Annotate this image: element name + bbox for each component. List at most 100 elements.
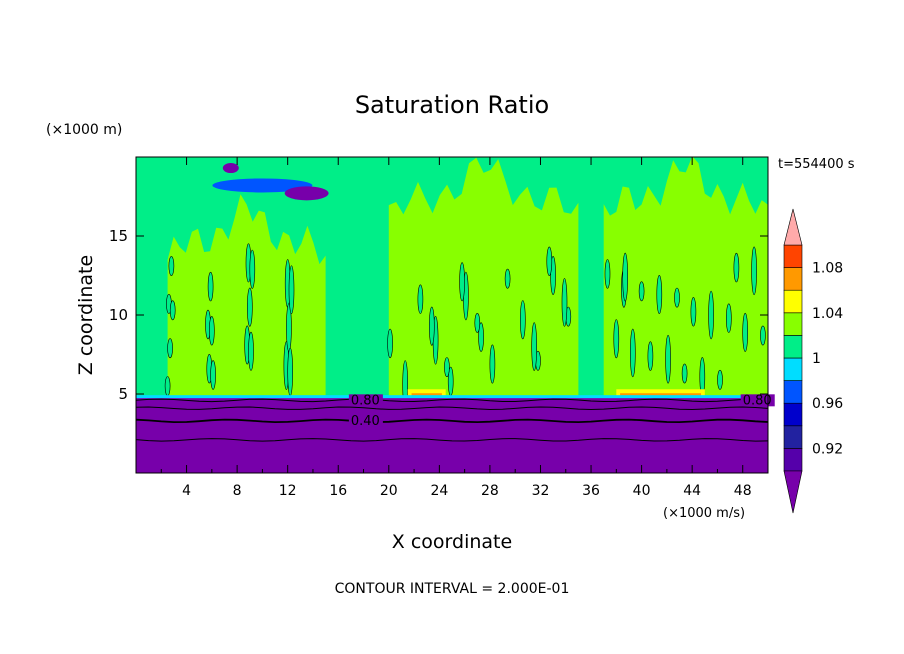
colorbar-tick-label: 0.96	[812, 396, 843, 412]
colorbar-tick-label: 1.04	[812, 306, 843, 322]
x-tick-label: 48	[734, 483, 752, 499]
x-tick-label: 32	[532, 483, 550, 499]
colorbar-over-arrow	[783, 208, 803, 246]
contour-label-bg	[348, 414, 383, 427]
field-streak	[207, 271, 214, 302]
field-streak	[249, 249, 256, 289]
field-streak	[489, 344, 496, 384]
warm-patch	[616, 389, 705, 396]
field-streak	[656, 274, 663, 314]
colorbar-under-arrow	[783, 470, 803, 514]
warm-patch-core	[620, 393, 702, 396]
colorbar-swatch	[783, 357, 803, 381]
field-streak	[613, 319, 620, 359]
time-label: t=554400 s	[778, 157, 855, 172]
contour-label-bg	[348, 394, 383, 407]
contour-line	[136, 406, 768, 411]
field-streak	[519, 300, 526, 340]
dry-patch-core	[284, 186, 329, 201]
contour-label: 0.80	[351, 393, 380, 408]
colorbar-swatch	[783, 448, 803, 472]
field-streak	[690, 297, 697, 327]
x-tick-label: 44	[683, 483, 701, 499]
field-streak	[167, 338, 173, 359]
colorbar-swatch	[783, 267, 803, 291]
colorbar-swatch	[783, 425, 803, 449]
x-tick-label: 28	[481, 483, 499, 499]
field-streak	[546, 246, 553, 276]
contour-line	[136, 418, 768, 424]
field-streak	[674, 287, 680, 308]
field-streak	[287, 347, 294, 397]
field-streak	[725, 303, 732, 333]
field-streak	[428, 306, 435, 346]
field-streak	[417, 284, 424, 314]
x-tick-label: 20	[380, 483, 398, 499]
field-streak	[387, 328, 393, 359]
field-streak	[622, 252, 629, 302]
field-streak	[168, 256, 175, 276]
field-streak	[504, 268, 511, 289]
y-unit-label: (×1000 m)	[46, 122, 122, 138]
contour-interval-footer: CONTOUR INTERVAL = 2.000E-01	[335, 581, 570, 597]
y-tick-label: 5	[118, 385, 128, 403]
colorbar-swatch	[783, 335, 803, 359]
field-streak	[751, 246, 757, 296]
field-streak	[742, 312, 749, 352]
contour-label: 0.80	[743, 393, 772, 408]
colorbar: 0.92 0.96 1 1.04 1.08	[783, 208, 843, 514]
field-streak	[444, 357, 450, 378]
field-streak	[604, 259, 611, 289]
field-layers	[136, 157, 768, 473]
contour-label-bg	[740, 394, 775, 407]
x-tick-label: 4	[182, 483, 191, 499]
field-streak	[665, 334, 671, 384]
field-streak	[681, 363, 688, 384]
warm-patch	[407, 389, 446, 396]
chart-title: Saturation Ratio	[355, 91, 549, 119]
field-streak	[209, 316, 215, 346]
field-streak	[248, 331, 254, 371]
field-streak	[288, 265, 295, 315]
colorbar-swatch	[783, 312, 803, 336]
x-unit-label: (×1000 m/s)	[663, 506, 745, 521]
field-streak	[647, 341, 654, 371]
colorbar-swatch	[783, 380, 803, 404]
x-tick-label: 12	[279, 483, 297, 499]
contour-line	[136, 438, 768, 442]
field-streak	[733, 252, 740, 283]
field-streak	[638, 281, 645, 302]
contour-label: 0.40	[351, 414, 380, 429]
x-tick-label: 8	[233, 483, 242, 499]
x-tick-label: 16	[329, 483, 347, 499]
colorbar-swatch	[783, 402, 803, 427]
field-streak	[760, 325, 766, 346]
layer-edge	[136, 395, 768, 399]
dry-patch	[212, 178, 313, 193]
x-tick-label: 24	[430, 483, 448, 499]
field-streak	[478, 322, 484, 352]
contour-line	[136, 398, 768, 403]
field-streak	[169, 300, 176, 321]
x-axis-label: X coordinate	[392, 531, 512, 553]
field-streak	[210, 360, 216, 390]
field-streak	[474, 312, 481, 333]
x-tick-label: 36	[582, 483, 600, 499]
field-streak	[164, 376, 171, 397]
colorbar-tick-label: 0.92	[812, 441, 843, 457]
y-tick-label: 10	[109, 306, 128, 324]
supersaturated-region	[603, 157, 768, 398]
x-tick-label: 40	[633, 483, 651, 499]
colorbar-swatch	[783, 244, 803, 268]
field-streak	[531, 322, 538, 371]
colorbar-swatch	[783, 289, 803, 314]
lower-dry-layer	[136, 397, 768, 473]
field-streak	[708, 290, 714, 340]
plot-area: 0.80 0.40 0.80	[136, 157, 775, 473]
field-streak	[247, 287, 253, 327]
y-axis-label: Z coordinate	[75, 255, 97, 375]
field-streak	[717, 369, 723, 390]
field-streak	[629, 328, 636, 378]
